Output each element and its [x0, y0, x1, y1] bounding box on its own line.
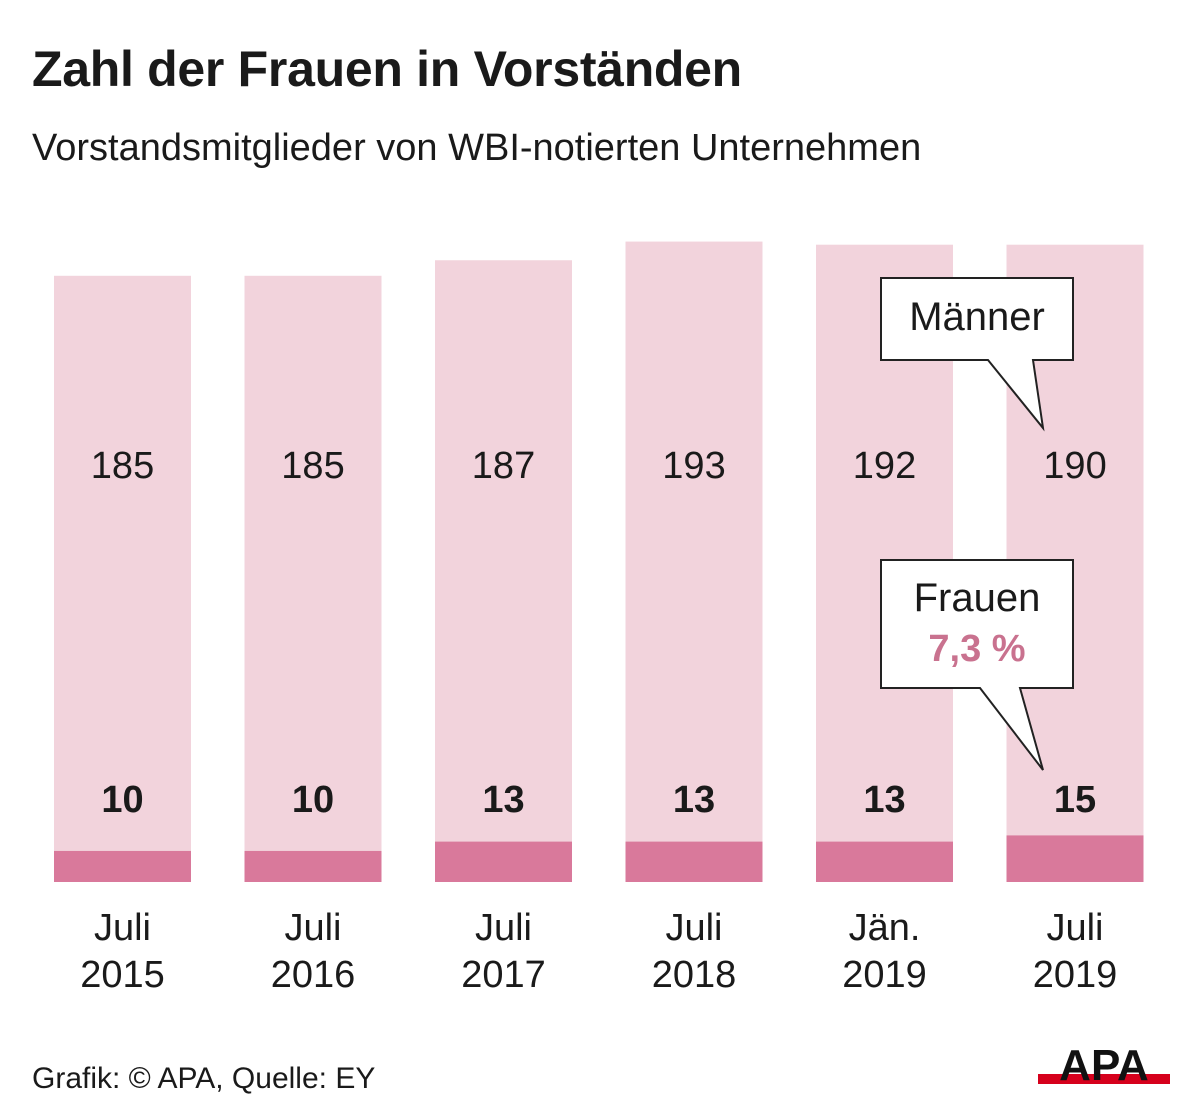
bar-maenner: [625, 241, 763, 842]
bar-maenner: [244, 275, 382, 851]
callout-maenner: [880, 277, 1074, 432]
value-label-frauen: 13: [482, 779, 524, 821]
bar-frauen: [1006, 835, 1144, 882]
apa-logo: APA: [1038, 1044, 1170, 1088]
apa-logo-text: APA: [1059, 1044, 1149, 1088]
value-label-maenner: 185: [91, 445, 154, 487]
x-tick-label: Jän.: [849, 907, 921, 949]
x-tick-label: Juli: [665, 907, 722, 949]
callout-frauen: [880, 559, 1074, 771]
value-label-frauen: 10: [101, 779, 143, 821]
bar-frauen: [244, 850, 382, 882]
value-label-frauen: 13: [863, 779, 905, 821]
callout-frauen-label: Frauen: [914, 576, 1041, 620]
bar-frauen: [435, 841, 572, 882]
x-tick-label: Juli: [1046, 907, 1103, 949]
x-tick-label: 2015: [80, 954, 165, 996]
value-label-frauen: 10: [292, 779, 334, 821]
value-label-maenner: 192: [853, 445, 916, 487]
x-tick-label: Juli: [284, 907, 341, 949]
source-credit: Grafik: © APA, Quelle: EY: [32, 1062, 376, 1095]
chart-title: Zahl der Frauen in Vorständen: [32, 41, 742, 97]
x-tick-label: Juli: [475, 907, 532, 949]
bar-frauen: [625, 841, 763, 882]
bar-frauen: [54, 850, 191, 882]
value-label-frauen: 13: [673, 779, 715, 821]
callout-frauen-percent: 7,3 %: [928, 628, 1025, 670]
x-tick-label: 2019: [842, 954, 927, 996]
x-tick-label: 2017: [461, 954, 546, 996]
x-tick-label: Juli: [94, 907, 151, 949]
bar-maenner: [54, 275, 191, 851]
x-tick-label: 2016: [271, 954, 356, 996]
value-label-maenner: 193: [662, 445, 725, 487]
chart-subtitle: Vorstandsmitglieder von WBI-notierten Un…: [32, 127, 922, 169]
stacked-bar-chart: 185 10 Juli 2015 185 10 Juli 2016 187 13 Juli 2017 1…: [54, 241, 1144, 996]
x-tick-label: 2018: [652, 954, 737, 996]
x-tick-label: 2019: [1033, 954, 1118, 996]
value-label-frauen: 15: [1054, 779, 1096, 821]
bar-maenner: [435, 260, 572, 842]
value-label-maenner: 185: [281, 445, 344, 487]
value-label-maenner: 190: [1043, 445, 1106, 487]
bar-frauen: [816, 841, 953, 882]
callout-maenner-label: Männer: [909, 295, 1045, 339]
value-label-maenner: 187: [472, 445, 535, 487]
